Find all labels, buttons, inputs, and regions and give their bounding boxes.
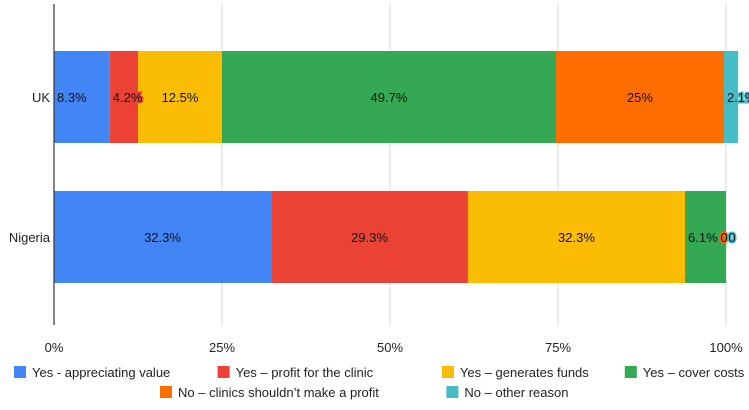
- legend-swatch: [217, 366, 230, 378]
- legend-label: Yes – generates funds: [460, 365, 589, 380]
- bar-segment: [685, 191, 726, 283]
- x-tick-label: 100%: [709, 340, 743, 355]
- data-label: 2.1%: [727, 90, 749, 105]
- legend-label: No – clinics shouldn’t make a profit: [178, 385, 379, 400]
- legend: Yes - appreciating value Yes – profit for…: [14, 365, 745, 400]
- x-tick-label: 50%: [377, 340, 403, 355]
- data-labels: 8.3%4.2%4.2%12.5%49.7%25%2.1%2.1%32.3%29…: [57, 89, 749, 247]
- legend-label: Yes – profit for the clinic: [236, 365, 374, 380]
- x-tick-label: 25%: [209, 340, 235, 355]
- bar-segment: [54, 191, 272, 283]
- legend-label: Yes - appreciating value: [32, 365, 170, 380]
- bar-segment: [54, 51, 110, 143]
- data-label: 32.3%: [558, 230, 595, 245]
- data-label-halo: 0: [728, 230, 735, 245]
- bar-segment: [555, 51, 724, 143]
- legend-label: No – other reason: [464, 385, 568, 400]
- data-label: 0: [728, 230, 735, 245]
- data-label: 12.5%: [162, 90, 199, 105]
- data-label: 6.1%: [688, 230, 718, 245]
- data-label: 0: [720, 230, 727, 245]
- legend-swatch: [14, 366, 26, 378]
- legend-label: Yes – cover costs: [643, 365, 745, 380]
- bar-segment: [222, 51, 556, 143]
- data-label: 8.3%: [57, 90, 87, 105]
- legend-swatch: [441, 366, 454, 378]
- legend-swatch: [446, 386, 459, 398]
- x-tick-label: 0%: [45, 340, 64, 355]
- axes: 0% 25% 50% 75% 100% UK Nigeria: [9, 4, 743, 355]
- bar-segment: [138, 51, 222, 143]
- bar-segment: [109, 51, 138, 143]
- data-label: 49.7%: [371, 90, 408, 105]
- data-label-halo: 2.1%: [727, 90, 749, 105]
- bar-segment: [467, 191, 686, 283]
- legend-swatch: [160, 386, 172, 398]
- legend-swatch: [624, 366, 637, 378]
- bar-segment: [271, 191, 468, 283]
- data-label-halo: 4.2%: [113, 90, 143, 105]
- bar-segment: [723, 51, 739, 143]
- x-tick-label: 75%: [545, 340, 571, 355]
- category-label: UK: [32, 90, 50, 105]
- data-label: 4.2%: [113, 90, 143, 105]
- data-label: 32.3%: [144, 230, 181, 245]
- data-label: 29.3%: [351, 230, 388, 245]
- category-label: Nigeria: [9, 230, 51, 245]
- data-label: 25%: [627, 90, 653, 105]
- data-label-halo: 0: [720, 230, 727, 245]
- bars: [54, 51, 739, 283]
